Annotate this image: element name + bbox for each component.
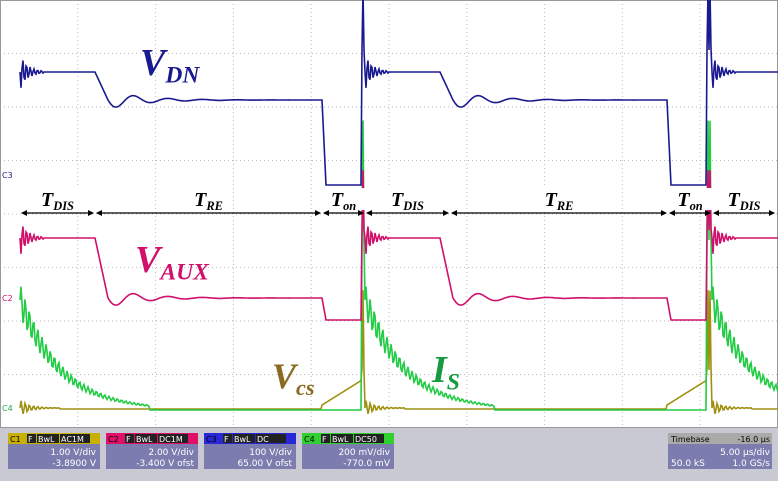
channel-flag: BwL (136, 435, 153, 444)
annotation-sub: on (343, 199, 356, 213)
annotation-main: T (391, 189, 404, 211)
annotation-sub: cs (296, 375, 315, 400)
channel-flag: F (224, 435, 229, 444)
timebase-rate: 1.0 GS/s (732, 459, 770, 469)
channel-flag: BwL (332, 435, 349, 444)
channel-marker: C2 (2, 294, 13, 303)
annotation-main: T (677, 189, 690, 211)
annotation-sub: DIS (402, 199, 424, 213)
timebase-scale: 5.00 µs/div (720, 448, 771, 458)
channel-flag: F (126, 435, 131, 444)
channel-marker: C4 (2, 404, 13, 413)
oscilloscope-screen: VDNVAUXVcsISTDISTRETonTDISTRETonTDISC3C2… (0, 0, 778, 481)
annotation-sub: RE (556, 199, 574, 213)
channel-flag: DC50 (355, 435, 377, 444)
timebase-delay: -16.0 µs (738, 435, 771, 444)
annotation-main: T (545, 189, 558, 211)
timebase-samples: 50.0 kS (671, 459, 705, 469)
annotation-sub: DN (164, 63, 200, 89)
annotation-sub: RE (205, 199, 223, 213)
annotation-main: V (140, 42, 168, 84)
channel-flag: F (28, 435, 33, 444)
channel-marker: C3 (2, 171, 13, 180)
annotation-sub: S (447, 370, 460, 396)
channel-flag: BwL (234, 435, 251, 444)
channel-name: C4 (304, 435, 315, 444)
timebase-label: Timebase (670, 435, 710, 444)
annotation-main: V (272, 356, 299, 396)
channel-offset: -770.0 mV (343, 459, 391, 469)
annotation-main: T (41, 189, 54, 211)
channel-offset: 65.00 V ofst (237, 459, 292, 469)
channel-flag: DC (257, 435, 269, 444)
annotation-main: T (728, 189, 741, 211)
channel-scale: 100 V/div (249, 448, 292, 458)
channel-flag: AC1M (61, 435, 84, 444)
channel-scale: 2.00 V/div (148, 448, 194, 458)
channel-name: C3 (206, 435, 217, 444)
annotation-main: T (194, 189, 207, 211)
channel-offset: -3.400 V ofst (136, 459, 194, 469)
channel-name: C2 (108, 435, 119, 444)
channel-offset: -3.8900 V (52, 459, 97, 469)
annotation-sub: DIS (739, 199, 761, 213)
channel-name: C1 (10, 435, 21, 444)
annotation-main: T (331, 189, 344, 211)
channel-scale: 1.00 V/div (50, 448, 96, 458)
channel-flag: BwL (38, 435, 55, 444)
annotation-sub: AUX (158, 260, 210, 286)
channel-flag: F (322, 435, 327, 444)
channel-flag: DC1M (159, 435, 183, 444)
annotation-sub: on (690, 199, 703, 213)
channel-scale: 200 mV/div (338, 448, 390, 458)
annotation-main: V (135, 239, 163, 281)
annotation-main: I (431, 349, 448, 391)
annotation-sub: DIS (52, 199, 74, 213)
